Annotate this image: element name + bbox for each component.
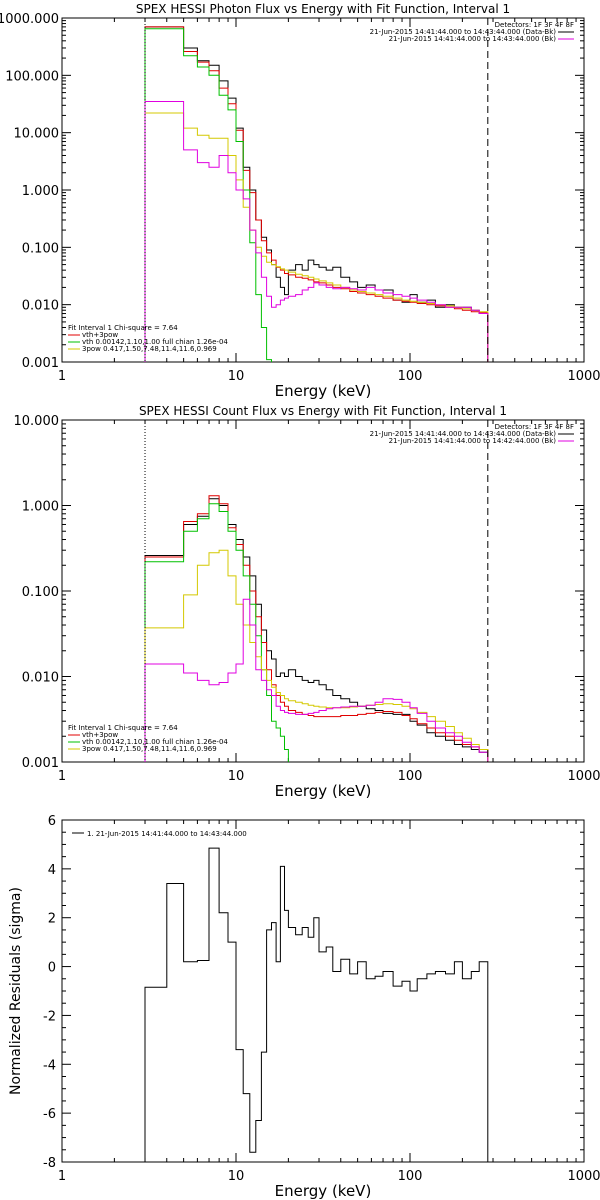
legend-entry: 1. 21-Jun-2015 14:41:44.000 to 14:43:44.… xyxy=(87,830,247,838)
legend-detectors: Detectors: 1F 3F 4F 8F xyxy=(495,21,574,29)
legend-fit-info: Fit Interval 1 Chi-square = 7.64 xyxy=(68,324,178,332)
y-tick-label: 10.000 xyxy=(14,127,60,142)
y-tick-label: 0.010 xyxy=(22,671,59,686)
y-tick-label: 1.000 xyxy=(22,500,59,515)
x-tick-label: 1000 xyxy=(567,769,600,784)
legend-entry: 21-Jun-2015 14:41:44.000 to 14:43:44.000… xyxy=(389,35,557,43)
legend-entry: 3pow 0.417,1.50,7.48,11.4,11.6,0.969 xyxy=(82,745,217,753)
y-tick-label: 0 xyxy=(48,961,56,976)
x-tick-label: 10 xyxy=(228,369,245,384)
series-line xyxy=(144,26,489,362)
legend-entry: vth 0.00142,1.10,1.00 full chian 1.26e-0… xyxy=(82,338,228,346)
x-tick-label: 10 xyxy=(228,1169,245,1184)
series-group xyxy=(144,847,489,1162)
chart-1: SPEX HESSI Photon Flux vs Energy with Fi… xyxy=(0,2,600,400)
legend-entry: 3pow 0.417,1.50,7.48,11.4,11.6,0.969 xyxy=(82,345,217,353)
y-tick-label: -8 xyxy=(43,1156,56,1171)
series-group xyxy=(144,26,489,362)
series-line xyxy=(144,101,489,362)
series-line xyxy=(144,112,489,362)
x-tick-label: 1 xyxy=(58,769,66,784)
y-tick-label: 0.100 xyxy=(22,585,59,600)
series-line xyxy=(144,26,489,362)
x-tick-label: 100 xyxy=(398,769,423,784)
y-tick-label: 2 xyxy=(48,912,56,927)
y-tick-label: 0.100 xyxy=(22,241,59,256)
x-tick-label: 1000 xyxy=(567,369,600,384)
x-tick-label: 100 xyxy=(398,369,423,384)
y-tick-label: 0.001 xyxy=(22,356,59,371)
axes-box xyxy=(61,17,585,363)
legend-entry: vth+3pow xyxy=(82,331,118,339)
x-axis-label: Energy (keV) xyxy=(275,1182,372,1200)
x-tick-label: 1 xyxy=(58,369,66,384)
chart-3: 1 10 100 1000 Energy (keV) -8 -6 -4 -2 0 2 4 6 Normal… xyxy=(8,814,600,1200)
legend-fit-info: Fit Interval 1 Chi-square = 7.64 xyxy=(68,724,178,732)
series-line xyxy=(144,28,272,362)
series-line xyxy=(144,598,489,762)
legend-detectors: Detectors: 1F 3F 4F 8F xyxy=(495,423,574,431)
y-tick-label: 100.000 xyxy=(5,69,59,84)
series-line xyxy=(144,503,289,762)
y-tick-label: 1.000 xyxy=(22,184,59,199)
x-tick-label: 10 xyxy=(228,769,245,784)
y-tick-label: -4 xyxy=(43,1058,56,1073)
y-tick-label: -2 xyxy=(43,1009,56,1024)
y-tick-label: 0.010 xyxy=(22,299,59,314)
y-axis-label: Normalized Residuals (sigma) xyxy=(8,887,24,1095)
chart-title: SPEX HESSI Count Flux vs Energy with Fit… xyxy=(139,404,507,418)
series-line xyxy=(144,847,489,1162)
series-line xyxy=(144,495,489,762)
legend-entry: 21-Jun-2015 14:41:44.000 to 14:42:44.000… xyxy=(389,437,557,445)
y-tick-label: 0.001 xyxy=(22,756,59,771)
y-tick-label: 6 xyxy=(48,814,56,829)
series-line xyxy=(144,549,489,762)
x-tick-label: 1 xyxy=(58,1169,66,1184)
y-tick-label: 10.000 xyxy=(14,414,60,429)
series-line xyxy=(144,498,489,762)
chart-title: SPEX HESSI Photon Flux vs Energy with Fi… xyxy=(136,2,510,16)
y-tick-label: 1000.000 xyxy=(0,12,59,27)
y-tick-label: 4 xyxy=(48,863,56,878)
axes-box xyxy=(61,819,585,1163)
x-tick-label: 100 xyxy=(398,1169,423,1184)
x-axis-label: Energy (keV) xyxy=(275,382,372,400)
legend-entry: 21-Jun-2015 14:41:44.000 to 14:43:44.000… xyxy=(370,28,557,36)
chart-2: SPEX HESSI Count Flux vs Energy with Fit… xyxy=(14,404,600,800)
y-tick-label: -6 xyxy=(43,1107,56,1122)
legend-entry: vth 0.00142,1.10,1.00 full chian 1.26e-0… xyxy=(82,738,228,746)
series-group xyxy=(144,495,489,762)
legend-entry: vth+3pow xyxy=(82,731,118,739)
x-tick-label: 1000 xyxy=(567,1169,600,1184)
x-axis-label: Energy (keV) xyxy=(275,782,372,800)
legend-entry: 21-Jun-2015 14:41:44.000 to 14:43:44.000… xyxy=(370,430,557,438)
